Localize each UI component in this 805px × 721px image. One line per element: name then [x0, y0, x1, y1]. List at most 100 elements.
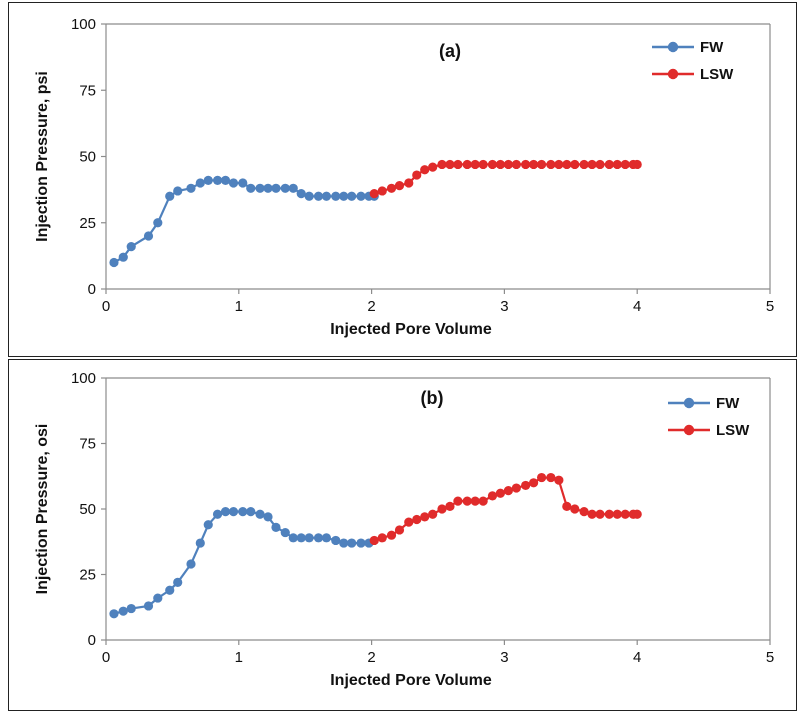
data-point-fw — [288, 183, 298, 193]
data-point-fw — [263, 512, 273, 522]
data-point-lsw — [445, 501, 455, 511]
legend-label-lsw: LSW — [716, 422, 750, 439]
data-point-lsw — [470, 496, 480, 506]
data-point-fw — [220, 175, 231, 185]
legend-marker-lsw — [667, 68, 679, 80]
legend-label-fw: FW — [700, 39, 724, 56]
x-tick-label: 5 — [766, 649, 774, 666]
y-axis-title: Injection Pressure, psi — [34, 71, 51, 242]
data-point-lsw — [604, 509, 614, 519]
legend-marker-fw — [667, 41, 679, 53]
data-point-lsw — [453, 159, 463, 170]
y-tick-label: 25 — [79, 215, 96, 232]
data-point-fw — [126, 242, 136, 252]
x-tick-label: 5 — [766, 298, 774, 315]
data-point-lsw — [386, 530, 397, 540]
data-point-lsw — [394, 181, 405, 191]
data-point-fw — [304, 191, 314, 201]
data-point-lsw — [437, 504, 447, 514]
data-point-fw — [195, 538, 205, 548]
data-point-lsw — [536, 472, 547, 483]
panel-label: (a) — [439, 41, 461, 61]
y-tick-label: 50 — [79, 501, 96, 518]
data-point-fw — [212, 175, 223, 185]
x-tick-label: 3 — [500, 298, 508, 315]
data-point-fw — [143, 231, 154, 241]
data-point-fw — [186, 559, 196, 569]
chart-panel-b: 0 25 50 75 100 0 1 2 3 4 5 Injected Pore Volume Inje… — [8, 359, 797, 711]
data-point-lsw — [487, 491, 498, 501]
x-tick-label: 1 — [235, 649, 243, 666]
data-point-lsw — [503, 486, 513, 496]
data-point-fw — [304, 533, 314, 543]
data-point-fw — [173, 186, 183, 196]
data-point-fw — [347, 538, 357, 548]
data-point-fw — [118, 606, 128, 616]
data-point-lsw — [478, 496, 488, 506]
data-point-fw — [203, 520, 213, 530]
data-point-fw — [263, 183, 273, 193]
data-point-lsw — [462, 159, 472, 170]
data-point-fw — [331, 535, 341, 546]
data-point-lsw — [587, 509, 597, 519]
data-point-fw — [186, 183, 196, 193]
data-point-lsw — [404, 517, 414, 527]
data-point-lsw — [478, 159, 488, 170]
data-point-lsw — [369, 535, 379, 546]
x-tick-label: 1 — [235, 298, 243, 315]
data-point-lsw — [529, 478, 539, 488]
data-point-lsw — [612, 159, 622, 170]
y-axis-title: Injection Pressure, osi — [34, 424, 51, 595]
y-tick-label: 0 — [88, 281, 96, 298]
data-point-fw — [280, 527, 290, 538]
data-point-lsw — [546, 472, 556, 483]
data-point-lsw — [428, 162, 438, 172]
data-point-lsw — [536, 159, 547, 170]
data-point-fw — [220, 507, 231, 517]
data-point-lsw — [420, 512, 430, 522]
data-point-fw — [339, 191, 349, 201]
data-point-fw — [255, 183, 265, 193]
data-point-lsw — [412, 514, 422, 525]
x-tick-label: 3 — [500, 649, 508, 666]
data-point-fw — [271, 522, 281, 532]
data-point-fw — [109, 609, 119, 619]
data-point-fw — [280, 183, 290, 193]
data-point-fw — [296, 189, 306, 199]
data-point-fw — [173, 577, 183, 587]
data-point-lsw — [554, 159, 564, 170]
data-point-fw — [143, 601, 154, 611]
data-point-fw — [339, 538, 349, 548]
data-point-fw — [228, 507, 239, 517]
data-point-lsw — [487, 159, 498, 170]
data-point-lsw — [412, 170, 422, 180]
data-point-fw — [228, 178, 239, 188]
data-point-fw — [153, 218, 163, 228]
data-point-fw — [321, 191, 332, 201]
data-point-fw — [246, 183, 256, 193]
data-point-lsw — [604, 159, 614, 170]
data-point-fw — [165, 191, 175, 201]
y-tick-label: 75 — [79, 82, 96, 99]
x-tick-label: 2 — [367, 298, 375, 315]
data-point-fw — [296, 533, 306, 543]
data-point-lsw — [562, 501, 572, 511]
data-point-lsw — [420, 165, 430, 175]
data-point-fw — [313, 533, 324, 543]
data-point-lsw — [529, 159, 539, 170]
x-tick-label: 4 — [633, 298, 641, 315]
data-point-lsw — [595, 159, 605, 170]
data-point-lsw — [595, 509, 605, 519]
data-point-lsw — [394, 525, 405, 535]
data-point-fw — [356, 538, 366, 548]
chart-panel-a: 0 25 50 75 100 0 1 2 3 4 5 Injected Pore Volume Inje… — [8, 2, 797, 357]
data-point-fw — [153, 593, 163, 603]
data-point-lsw — [570, 504, 580, 514]
data-point-lsw — [521, 480, 531, 491]
legend-label-fw: FW — [716, 395, 740, 412]
data-point-lsw — [428, 509, 438, 519]
data-point-lsw — [546, 159, 556, 170]
data-point-lsw — [579, 507, 589, 517]
data-point-lsw — [453, 496, 463, 506]
data-point-fw — [118, 252, 128, 262]
